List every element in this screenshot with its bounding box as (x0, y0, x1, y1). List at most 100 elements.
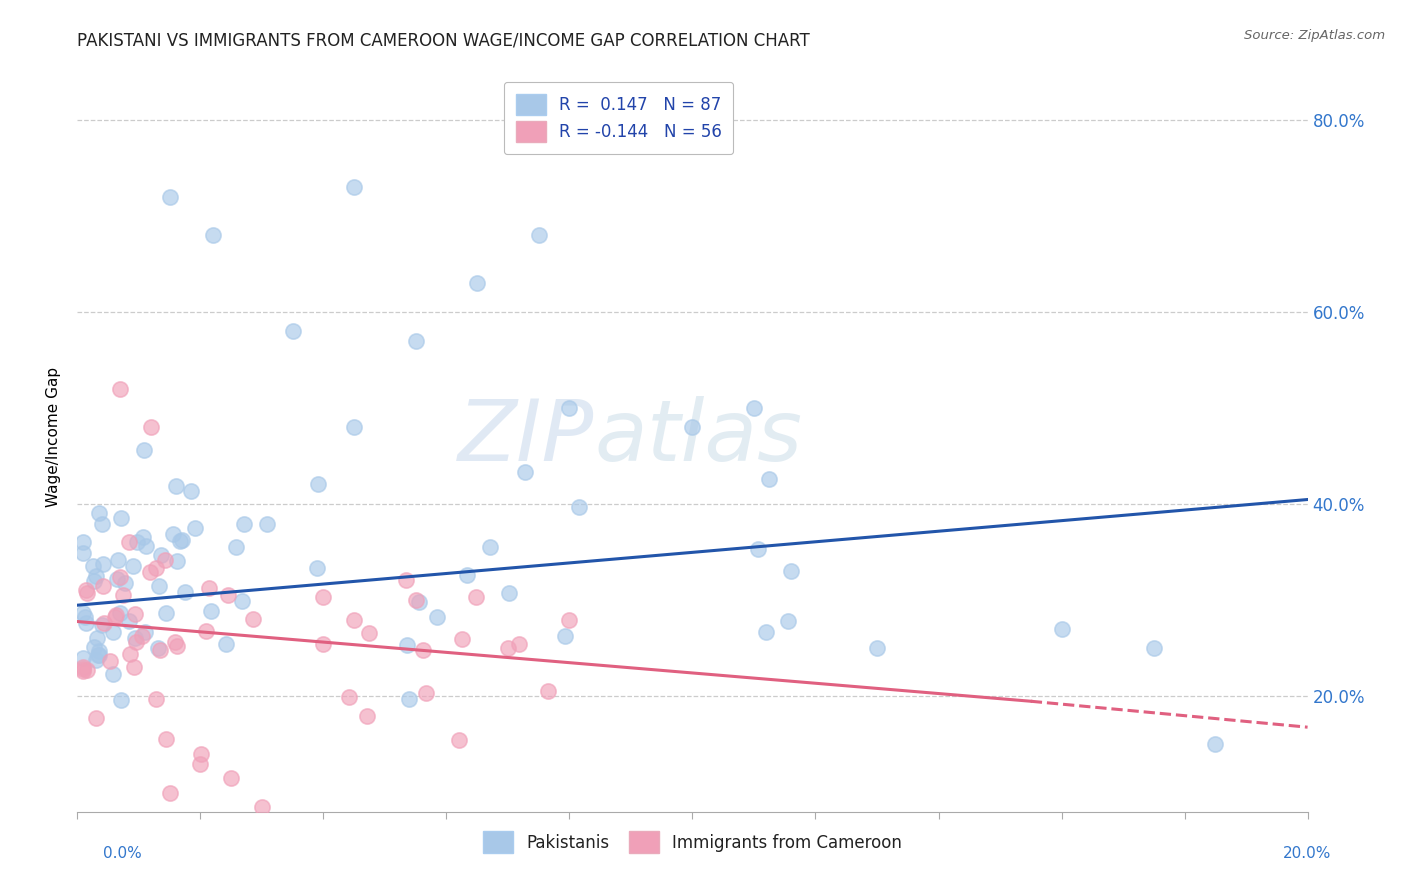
Point (537, 684, 560, 698)
Point (866, 641, 889, 656)
Point (84, 569, 107, 583)
Point (395, 638, 418, 652)
Y-axis label: Wage/Income Gap: Wage/Income Gap (46, 367, 62, 508)
Point (139, 566, 162, 580)
Point (174, 585, 197, 599)
Point (188, 756, 212, 771)
Point (1204, 738, 1226, 752)
Point (110, 382, 132, 396)
Point (405, 334, 427, 348)
Point (165, 635, 187, 649)
Point (194, 624, 217, 639)
Point (357, 625, 380, 640)
Point (101, 624, 124, 639)
Point (75, 582, 97, 597)
Point (558, 401, 581, 416)
Point (122, 660, 145, 674)
Point (105, 572, 128, 586)
Point (72, 650, 94, 665)
Point (398, 692, 420, 706)
Point (166, 640, 188, 654)
Point (742, 401, 765, 416)
Point (146, 640, 169, 655)
Point (84, 653, 107, 667)
Point (72, 664, 94, 678)
Point (153, 553, 176, 567)
Point (145, 692, 167, 706)
Text: PAKISTANI VS IMMIGRANTS FROM CAMEROON WAGE/INCOME GAP CORRELATION CHART: PAKISTANI VS IMMIGRANTS FROM CAMEROON WA… (77, 31, 810, 49)
Point (89, 506, 111, 520)
Text: 0.0%: 0.0% (103, 847, 142, 861)
Point (1050, 622, 1073, 636)
Point (337, 690, 360, 704)
Point (231, 594, 253, 608)
Point (84, 711, 107, 725)
Point (121, 559, 143, 574)
Point (135, 539, 157, 553)
Text: atlas: atlas (595, 395, 801, 479)
Point (172, 533, 194, 548)
Point (91, 517, 114, 532)
Point (118, 648, 141, 662)
Point (256, 516, 278, 531)
Point (184, 521, 207, 535)
Point (125, 635, 148, 649)
Point (114, 575, 136, 590)
Text: 20.0%: 20.0% (1284, 847, 1331, 861)
Point (498, 586, 520, 600)
Point (149, 643, 172, 657)
Point (405, 593, 427, 607)
Point (86, 631, 108, 645)
Point (180, 483, 202, 498)
Point (778, 614, 800, 628)
Point (104, 610, 127, 624)
Point (554, 629, 576, 643)
Point (110, 570, 132, 584)
Point (558, 613, 581, 627)
Point (408, 595, 430, 609)
Legend: Pakistanis, Immigrants from Cameroon: Pakistanis, Immigrants from Cameroon (477, 825, 908, 860)
Point (165, 479, 187, 493)
Point (1143, 641, 1166, 656)
Point (91, 557, 114, 571)
Point (250, 800, 273, 814)
Point (131, 629, 153, 643)
Point (508, 637, 530, 651)
Text: Source: ZipAtlas.com: Source: ZipAtlas.com (1244, 29, 1385, 42)
Point (110, 692, 132, 706)
Point (478, 540, 501, 554)
Point (101, 667, 124, 681)
Point (215, 637, 238, 651)
Point (412, 642, 434, 657)
Point (415, 686, 437, 700)
Point (343, 180, 366, 194)
Point (124, 632, 146, 646)
Point (281, 325, 304, 339)
Point (312, 591, 335, 605)
Text: ZIP: ZIP (458, 395, 595, 479)
Point (755, 625, 778, 640)
Point (190, 747, 212, 761)
Point (496, 641, 519, 656)
Point (72, 535, 94, 549)
Point (118, 614, 141, 628)
Point (217, 588, 239, 602)
Point (527, 228, 550, 243)
Point (76, 663, 98, 677)
Point (108, 607, 131, 621)
Point (72, 661, 94, 675)
Point (515, 465, 537, 479)
Point (166, 554, 188, 568)
Point (87, 648, 110, 662)
Point (343, 420, 366, 434)
Point (779, 564, 801, 578)
Point (233, 517, 256, 532)
Point (150, 548, 173, 562)
Point (169, 533, 191, 548)
Point (107, 553, 129, 567)
Point (93, 615, 115, 630)
Point (155, 606, 177, 620)
Point (307, 476, 329, 491)
Point (141, 420, 163, 434)
Point (132, 529, 155, 543)
